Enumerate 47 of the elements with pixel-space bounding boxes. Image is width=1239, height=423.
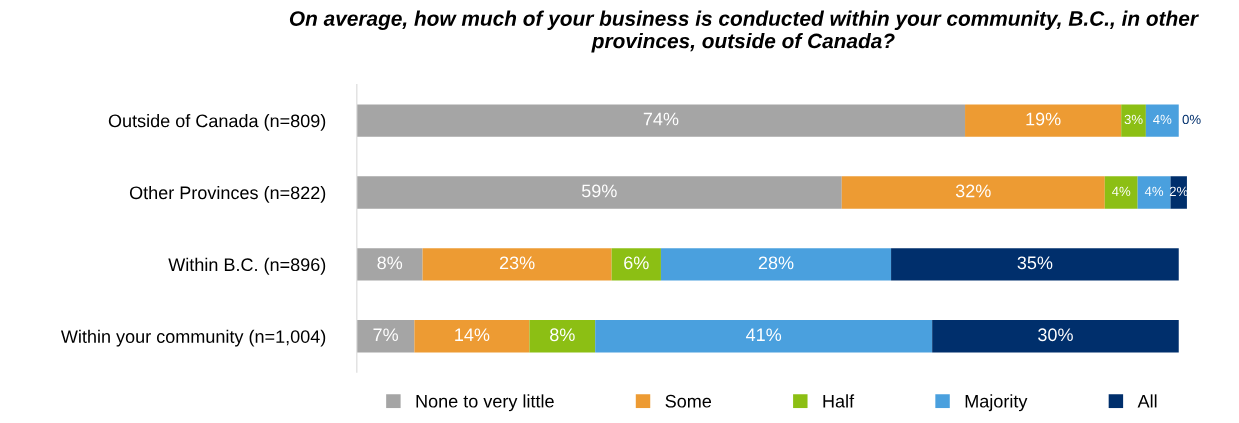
data-label: 74% xyxy=(643,112,679,126)
bar xyxy=(1104,176,1138,209)
data-label: 0% xyxy=(1182,114,1201,125)
bar xyxy=(356,320,415,353)
data-label: 8% xyxy=(377,256,403,270)
legend-label: Some xyxy=(665,394,712,408)
data-label: 4% xyxy=(1153,114,1172,125)
bar xyxy=(356,248,423,281)
data-label: 32% xyxy=(955,184,991,198)
bar xyxy=(965,104,1122,137)
y-tick-label: Within your community (n=1,004) xyxy=(60,329,326,347)
data-label: 6% xyxy=(624,256,649,270)
bar xyxy=(529,320,596,353)
bar xyxy=(356,104,966,137)
bar xyxy=(660,248,892,281)
data-label: 19% xyxy=(1026,112,1061,126)
data-label: 14% xyxy=(455,328,490,342)
bar xyxy=(932,320,1179,353)
data-label: 4% xyxy=(1144,186,1164,196)
bar xyxy=(841,176,1105,209)
bar xyxy=(414,320,530,353)
legend-label: Majority xyxy=(965,394,1028,412)
y-tick-label: Other Provinces (n=822) xyxy=(129,185,326,203)
legend-label: All xyxy=(1137,394,1157,408)
bar xyxy=(595,320,933,353)
bar xyxy=(356,176,842,209)
data-label: 30% xyxy=(1038,328,1073,342)
bar xyxy=(1145,104,1179,137)
data-label: 7% xyxy=(373,328,398,342)
bar xyxy=(1137,176,1171,209)
data-label: 28% xyxy=(758,256,794,270)
y-tick-label: Within B.C. (n=896) xyxy=(168,257,326,275)
data-label: 4% xyxy=(1111,186,1131,196)
data-label: 23% xyxy=(499,256,535,270)
chart-title: On average, how much of your business is conducted within your community, B.C., in other provinces, outside of Canada? xyxy=(289,10,1199,53)
data-label: 35% xyxy=(1017,256,1053,270)
bar xyxy=(891,248,1179,281)
data-label: 3% xyxy=(1124,114,1143,125)
data-label: 59% xyxy=(581,184,617,198)
legend-label: Half xyxy=(823,394,855,408)
data-label: 8% xyxy=(550,328,575,342)
bar xyxy=(422,248,612,281)
legend-label: None to very little xyxy=(416,394,554,412)
bar xyxy=(1121,104,1146,137)
data-label: 41% xyxy=(746,328,782,342)
y-tick-label: Outside of Canada (n=809) xyxy=(108,114,326,131)
bar xyxy=(611,248,661,281)
